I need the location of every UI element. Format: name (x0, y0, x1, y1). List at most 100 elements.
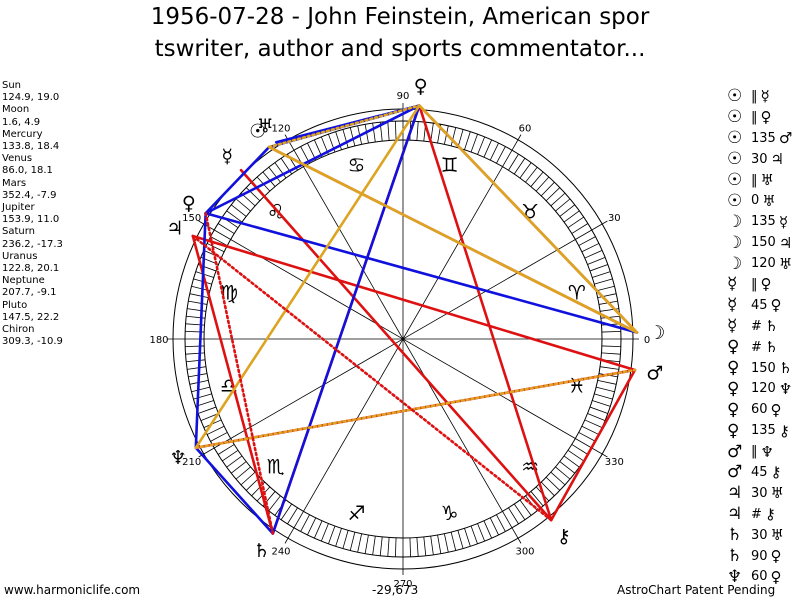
degree-tick (342, 530, 349, 549)
aspect-line (549, 368, 637, 522)
degree-tick (293, 511, 304, 528)
degree-label: 90 (397, 91, 410, 102)
degree-tick (594, 393, 613, 400)
aspect-line (191, 234, 275, 535)
aspect-code: 30 (751, 485, 768, 501)
aspect-planet-2: ⚷ (778, 421, 790, 440)
aspect-code: 135 (751, 423, 776, 439)
aspect-code: 45 (751, 297, 768, 313)
degree-tick (597, 293, 617, 299)
footer-website[interactable]: www.harmoniclife.com (4, 583, 141, 597)
degree-tick (502, 511, 513, 528)
aspect-code: 60 (751, 569, 768, 585)
aspect-planet-1: ♀ (727, 378, 740, 399)
degree-tick (217, 444, 235, 455)
degree-tick (437, 534, 442, 554)
degree-tick (226, 210, 243, 223)
planet-glyph-venus: ♀ (414, 76, 428, 98)
planet-name-mars: Mars (2, 177, 27, 189)
zodiac-signs: ♈♉♊♋♌♍♎♏♐ ♑♒♓ (220, 153, 586, 525)
degree-tick (578, 432, 596, 442)
planet-name-moon: Moon (2, 104, 30, 116)
aspect-planet-2: ♄ (778, 359, 793, 378)
aspect-code: # (751, 339, 762, 355)
degree-tick (600, 315, 620, 319)
degree-tick (268, 166, 281, 183)
aspect-row: ☉ ‖ ☿ (727, 86, 792, 107)
degree-label: 0 (644, 335, 650, 346)
aspect-planet-1: ♀ (727, 358, 740, 379)
planet-name-uranus: Uranus (2, 250, 38, 262)
degree-tick (210, 236, 228, 246)
aspect-lines (191, 104, 639, 535)
aspect-code: ‖ (751, 276, 758, 292)
aspect-planet-1: ♆ (727, 566, 743, 587)
degree-tick (575, 438, 592, 449)
aspect-code: 60 (751, 402, 768, 418)
planet-name-saturn: Saturn (2, 226, 36, 238)
planet-coords-jupiter: 153.9, 11.0 (2, 214, 60, 226)
degree-tick (550, 192, 566, 207)
aspect-planet-2: ♅ (778, 254, 793, 273)
degree-tick (300, 514, 310, 532)
degree-tick (563, 210, 580, 223)
planet-coords-saturn: 236.2, -17.3 (2, 238, 63, 250)
planet-glyph-mars: ♂ (646, 363, 663, 385)
degree-tick (193, 393, 212, 400)
aspect-row: ♀ 150 ♄ (727, 358, 792, 379)
aspect-code: 0 (751, 193, 760, 209)
degree-tick (307, 517, 317, 536)
planet-coords-uranus: 122.8, 20.1 (2, 263, 60, 275)
aspect-row: ♂ 45 ⚷ (727, 462, 792, 483)
degree-tick (464, 131, 471, 150)
degree-tick (508, 507, 519, 525)
degree-label: 330 (605, 457, 624, 468)
aspect-row: ☿ 45 ♀ (727, 295, 792, 316)
degree-label: 120 (271, 124, 290, 135)
house-spoke (230, 239, 576, 439)
aspect-line (194, 211, 207, 450)
degree-tick (349, 127, 356, 147)
aspect-line (194, 368, 637, 450)
degree-tick (335, 528, 342, 547)
degree-labels: 0 30 60 90 120 150 180 210 240 270 300 330 (149, 91, 650, 590)
degree-tick (364, 534, 369, 554)
degree-tick (489, 517, 499, 536)
house-spokes (167, 103, 639, 575)
planet-glyph-saturn: ♄ (253, 540, 270, 562)
aspect-planet-1: ☉ (727, 128, 743, 149)
degree-tick (387, 537, 390, 557)
aspect-code: 45 (751, 464, 768, 480)
degree-tick (540, 481, 555, 497)
degree-tick (597, 379, 617, 385)
degree-tick (230, 204, 247, 217)
aspect-row: ♃ # ⚷ (727, 504, 792, 525)
zodiac-sign-glyph: ♏ (267, 454, 285, 478)
aspect-planet-2: ♂ (778, 129, 793, 148)
degree-tick (470, 525, 478, 544)
degree-tick (226, 455, 243, 468)
aspect-row: ♀ 120 ♆ (727, 378, 792, 399)
aspect-planet-1: ☿ (727, 274, 738, 295)
degree-tick (287, 507, 298, 525)
aspect-planet-2: ♀ (770, 547, 782, 566)
planet-coords-sun: 124.9, 19.0 (2, 92, 60, 104)
degree-tick (372, 123, 376, 142)
degree-tick (342, 129, 349, 148)
aspect-planet-1: ♂ (727, 462, 743, 483)
degree-tick (240, 471, 256, 486)
aspect-row: ♆ 60 ♀ (727, 566, 792, 587)
planet-coords-moon: 1.6, 4.9 (2, 116, 41, 128)
degree-tick (540, 181, 555, 197)
degree-tick (513, 503, 526, 520)
degree-tick (519, 499, 532, 516)
planet-positions-list: Sun 124.9, 19.0 Moon 1.6, 4.9 Mercury 133.8, … (2, 80, 63, 348)
aspect-row: ☉ 30 ♃ (727, 149, 792, 170)
aspect-line (191, 234, 637, 372)
aspect-line (418, 104, 553, 522)
degree-tick (592, 400, 611, 407)
degree-tick (555, 198, 571, 212)
aspect-code: 135 (751, 214, 776, 230)
aspect-planet-2: ♆ (760, 442, 774, 461)
degree-tick (280, 503, 293, 520)
